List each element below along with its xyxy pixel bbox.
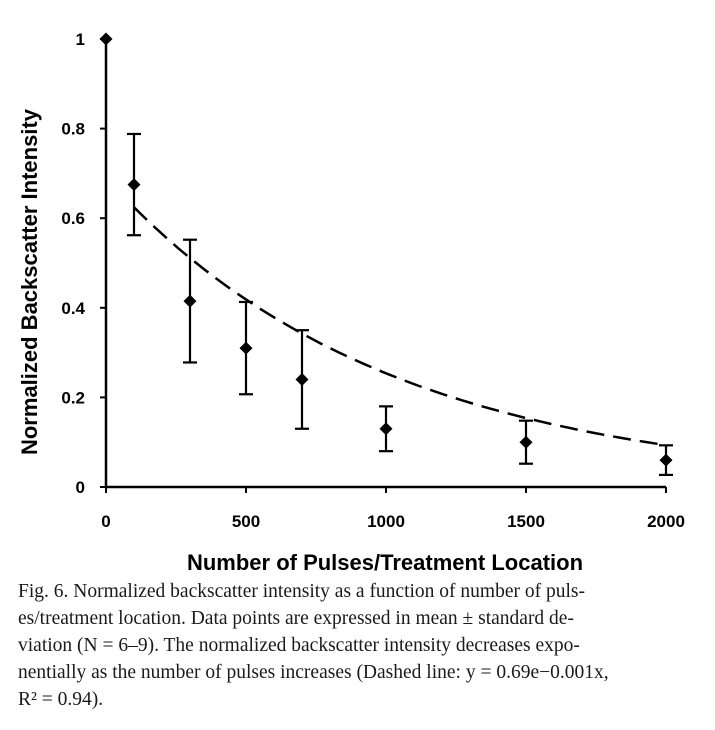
x-tick-label: 2000 — [647, 512, 685, 531]
caption-line: viation (N = 6–9). The normalized backsc… — [18, 635, 580, 656]
y-tick-label: 0.4 — [61, 299, 85, 318]
y-tick-label: 1 — [76, 30, 85, 49]
x-axis-title: Number of Pulses/Treatment Location — [187, 550, 583, 575]
x-tick-label: 1000 — [367, 512, 405, 531]
x-tick-label: 1500 — [507, 512, 545, 531]
fit-curve — [133, 206, 667, 447]
caption-line: R² = 0.94). — [18, 689, 104, 710]
data-point — [379, 422, 393, 436]
data-point — [239, 341, 253, 355]
caption-line: nentially as the number of pulses increa… — [18, 662, 609, 683]
fit-line-layer — [133, 206, 667, 447]
data-points — [99, 32, 673, 467]
data-point — [183, 294, 197, 308]
error-bars — [127, 132, 673, 477]
chart: 0 0.2 0.4 0.6 0.8 1 0 500 1000 1500 2000 Normalize… — [17, 30, 685, 575]
data-point — [519, 435, 533, 449]
caption-line: es/treatment location. Data points are e… — [18, 608, 574, 629]
data-point — [127, 178, 141, 192]
figure-caption: Fig. 6. Normalized backscatter intensity… — [18, 578, 696, 713]
x-tick-label: 0 — [101, 512, 110, 531]
ticks: 0 0.2 0.4 0.6 0.8 1 0 500 1000 1500 2000 — [61, 30, 685, 531]
x-tick-label: 500 — [232, 512, 260, 531]
data-point — [99, 32, 113, 46]
caption-line: Fig. 6. Normalized backscatter intensity… — [18, 581, 585, 602]
data-point — [659, 453, 673, 467]
y-tick-label: 0.8 — [61, 120, 85, 139]
y-tick-label: 0.2 — [61, 388, 85, 407]
y-tick-label: 0 — [76, 478, 85, 497]
y-axis-title: Normalized Backscatter Intensity — [17, 108, 42, 455]
data-point — [295, 372, 309, 386]
y-tick-label: 0.6 — [61, 209, 85, 228]
